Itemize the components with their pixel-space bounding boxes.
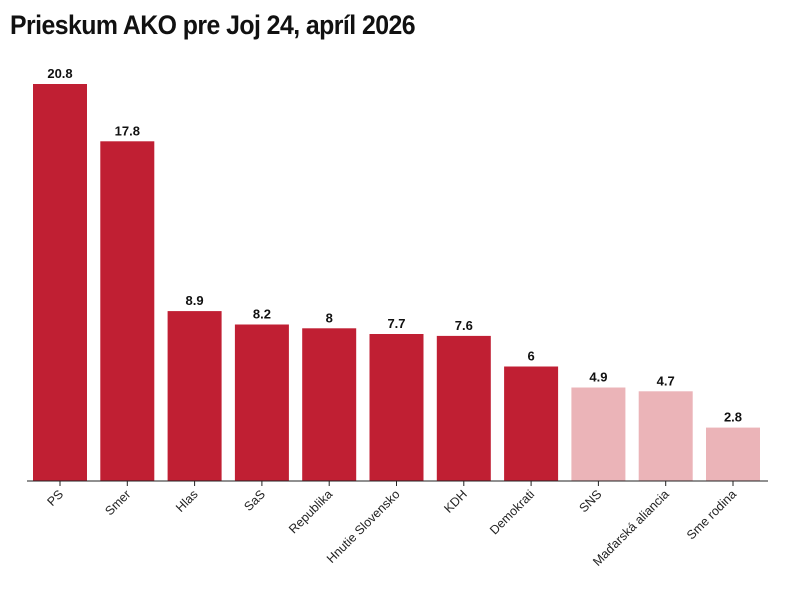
value-label: 8.2 bbox=[253, 307, 271, 322]
value-label: 4.7 bbox=[657, 373, 675, 388]
value-label: 6 bbox=[527, 349, 534, 364]
bar-kdh bbox=[436, 335, 491, 481]
category-label: Hlas bbox=[173, 487, 201, 515]
bar-sas bbox=[234, 324, 289, 481]
bar-maďarská-aliancia bbox=[638, 391, 693, 481]
category-label: SNS bbox=[576, 487, 604, 515]
bar-hnutie-slovensko bbox=[369, 334, 424, 481]
value-label: 2.8 bbox=[724, 410, 742, 425]
category-label: Demokrati bbox=[487, 487, 537, 537]
bar-ps bbox=[33, 84, 87, 481]
chart-title: Prieskum AKO pre Joj 24, apríl 2026 bbox=[10, 10, 416, 40]
bar-republika bbox=[302, 328, 357, 481]
value-label: 20.8 bbox=[47, 66, 72, 81]
bars-group bbox=[33, 84, 760, 482]
category-label: PS bbox=[44, 487, 66, 509]
category-label: SaS bbox=[241, 487, 268, 514]
value-label: 4.9 bbox=[589, 370, 607, 385]
value-label: 7.6 bbox=[455, 318, 473, 333]
value-label: 8 bbox=[326, 310, 333, 325]
value-label: 17.8 bbox=[115, 123, 140, 138]
category-label: Republika bbox=[286, 487, 335, 536]
bar-hlas bbox=[167, 311, 222, 481]
bar-sns bbox=[571, 387, 626, 481]
category-label: Hnutie Slovensko bbox=[324, 487, 403, 566]
value-labels-group: 20.8 17.8 8.9 8.2 8 7.7 7.6 6 4.9 4.7 2.8 bbox=[47, 66, 742, 425]
bar-sme-rodina bbox=[706, 427, 760, 481]
bar-smer bbox=[100, 141, 155, 482]
bar-demokrati bbox=[504, 366, 559, 481]
category-label: Sme rodina bbox=[684, 487, 739, 542]
value-label: 8.9 bbox=[186, 293, 204, 308]
x-ticks-group bbox=[59, 481, 734, 486]
category-label: KDH bbox=[441, 487, 470, 516]
value-label: 7.7 bbox=[387, 316, 405, 331]
category-label: Smer bbox=[102, 487, 133, 518]
category-label: Maďarská aliancia bbox=[590, 487, 672, 569]
